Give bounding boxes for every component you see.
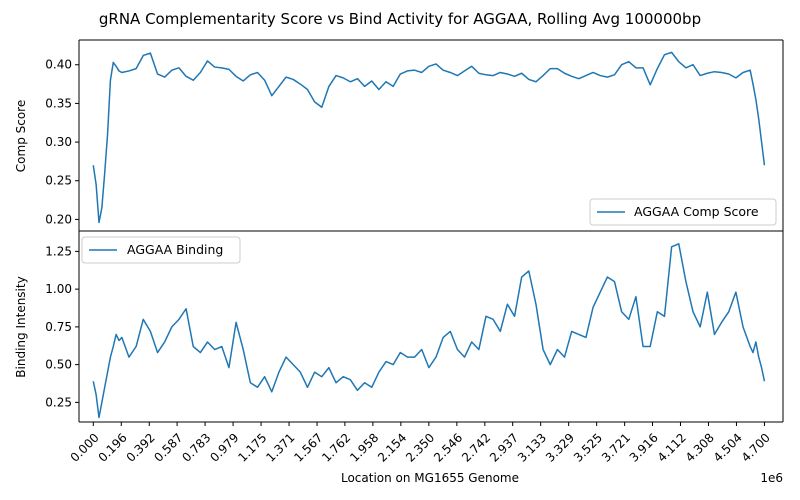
binding-yticks: 0.25 0.50 0.75 1.00 1.25 (45, 244, 79, 409)
xtick-label: 4.504 (711, 431, 745, 465)
xtick-label: 1.371 (263, 431, 297, 465)
x-axis-multiplier: 1e6 (760, 471, 783, 485)
xtick-label: 3.525 (571, 431, 605, 465)
xtick-label: 0.000 (68, 431, 102, 465)
ytick-label: 0.30 (45, 135, 72, 149)
ytick-label: 0.25 (45, 395, 72, 409)
xtick-label: 2.742 (459, 431, 493, 465)
xtick-label: 3.916 (627, 431, 661, 465)
xtick-label: 0.587 (151, 431, 185, 465)
comp-score-panel: Comp Score 0.20 0.25 0.30 0.35 0.40 AGGAA Co… (14, 39, 784, 231)
xtick-label: 4.700 (739, 431, 773, 465)
binding-ylabel: Binding Intensity (14, 276, 28, 377)
comp-score-legend-label: AGGAA Comp Score (634, 204, 759, 219)
comp-score-series-line (92, 51, 766, 224)
xtick-label: 2.350 (403, 431, 437, 465)
comp-score-ylabel: Comp Score (14, 100, 28, 172)
ytick-label: 0.20 (45, 212, 72, 226)
binding-legend-label: AGGAA Binding (127, 242, 223, 257)
ytick-label: 0.35 (45, 96, 72, 110)
ytick-label: 0.25 (45, 174, 72, 188)
comp-score-legend: AGGAA Comp Score (589, 198, 777, 226)
xtick-label: 0.783 (179, 431, 213, 465)
xtick-label: 2.937 (487, 431, 521, 465)
xtick-label: 1.567 (291, 431, 325, 465)
xtick-label: 1.958 (347, 431, 381, 465)
xtick-label: 3.133 (515, 431, 549, 465)
binding-legend-box (81, 236, 241, 264)
xtick-label: 2.546 (431, 431, 465, 465)
xtick-label: 0.196 (96, 431, 130, 465)
x-axis-ticks: 0.0000.1960.3920.5870.7830.9791.1751.371… (68, 422, 773, 465)
xtick-label: 3.329 (543, 431, 577, 465)
binding-panel: Binding Intensity 0.25 0.50 0.75 1.00 1.25 A… (14, 231, 784, 423)
ytick-label: 0.75 (45, 320, 72, 334)
xtick-label: 3.721 (599, 431, 633, 465)
comp-score-legend-box (589, 198, 777, 226)
binding-series-line (92, 243, 766, 419)
binding-legend: AGGAA Binding (81, 236, 241, 264)
xtick-label: 1.175 (235, 431, 269, 465)
chart-title: gRNA Complementarity Score vs Bind Activ… (99, 10, 701, 28)
xtick-label: 0.979 (207, 431, 241, 465)
ytick-label: 0.40 (45, 58, 72, 72)
ytick-label: 1.25 (45, 244, 72, 258)
xtick-label: 2.154 (375, 431, 409, 465)
xtick-label: 0.392 (124, 431, 158, 465)
ytick-label: 0.50 (45, 358, 72, 372)
xtick-label: 1.762 (319, 431, 353, 465)
x-axis-label: Location on MG1655 Genome (341, 471, 519, 485)
ytick-label: 1.00 (45, 282, 72, 296)
xtick-label: 4.308 (683, 431, 717, 465)
xtick-label: 4.112 (655, 431, 689, 465)
comp-score-yticks: 0.20 0.25 0.30 0.35 0.40 (45, 58, 79, 226)
